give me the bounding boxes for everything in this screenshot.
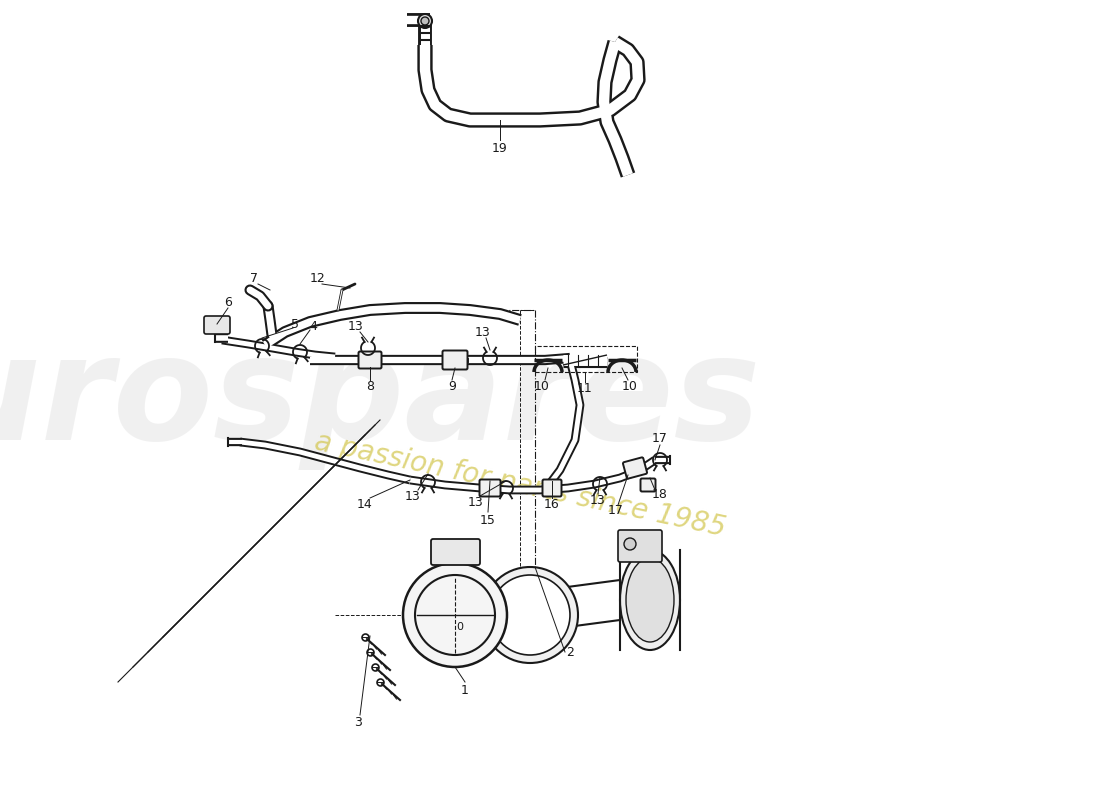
Text: 5: 5 <box>292 318 299 330</box>
Text: 10: 10 <box>535 381 550 394</box>
Text: 13: 13 <box>475 326 491 338</box>
Text: 10: 10 <box>623 381 638 394</box>
Circle shape <box>482 567 578 663</box>
Text: 6: 6 <box>224 295 232 309</box>
Circle shape <box>490 575 570 655</box>
Text: 13: 13 <box>405 490 421 502</box>
Circle shape <box>624 538 636 550</box>
Text: 17: 17 <box>652 433 668 446</box>
Text: a passion for parts since 1985: a passion for parts since 1985 <box>312 428 728 542</box>
Text: 3: 3 <box>354 715 362 729</box>
FancyBboxPatch shape <box>623 458 647 478</box>
FancyBboxPatch shape <box>204 316 230 334</box>
Text: 8: 8 <box>366 381 374 394</box>
Text: 19: 19 <box>492 142 508 154</box>
Bar <box>535 346 637 372</box>
FancyBboxPatch shape <box>442 350 468 370</box>
Text: 15: 15 <box>480 514 496 526</box>
Ellipse shape <box>626 558 674 642</box>
Text: 13: 13 <box>348 319 364 333</box>
FancyBboxPatch shape <box>480 479 501 497</box>
Text: 12: 12 <box>310 271 326 285</box>
Text: 9: 9 <box>448 381 455 394</box>
Text: 13: 13 <box>469 495 484 509</box>
Text: 2: 2 <box>566 646 574 658</box>
Text: 4: 4 <box>309 319 317 333</box>
Text: 7: 7 <box>250 271 258 285</box>
FancyBboxPatch shape <box>542 479 561 497</box>
Text: 1: 1 <box>461 683 469 697</box>
Circle shape <box>421 17 429 25</box>
Text: 0: 0 <box>456 622 463 632</box>
Text: 14: 14 <box>358 498 373 510</box>
FancyBboxPatch shape <box>359 351 382 369</box>
FancyBboxPatch shape <box>640 478 656 491</box>
Text: 16: 16 <box>544 498 560 510</box>
Text: 18: 18 <box>652 487 668 501</box>
Text: 11: 11 <box>578 382 593 395</box>
Circle shape <box>418 14 432 28</box>
Ellipse shape <box>620 550 680 650</box>
Circle shape <box>403 563 507 667</box>
Text: eurospares: eurospares <box>0 330 761 470</box>
FancyBboxPatch shape <box>618 530 662 562</box>
Text: 13: 13 <box>590 494 606 507</box>
Text: 17: 17 <box>608 505 624 518</box>
FancyBboxPatch shape <box>431 539 480 565</box>
